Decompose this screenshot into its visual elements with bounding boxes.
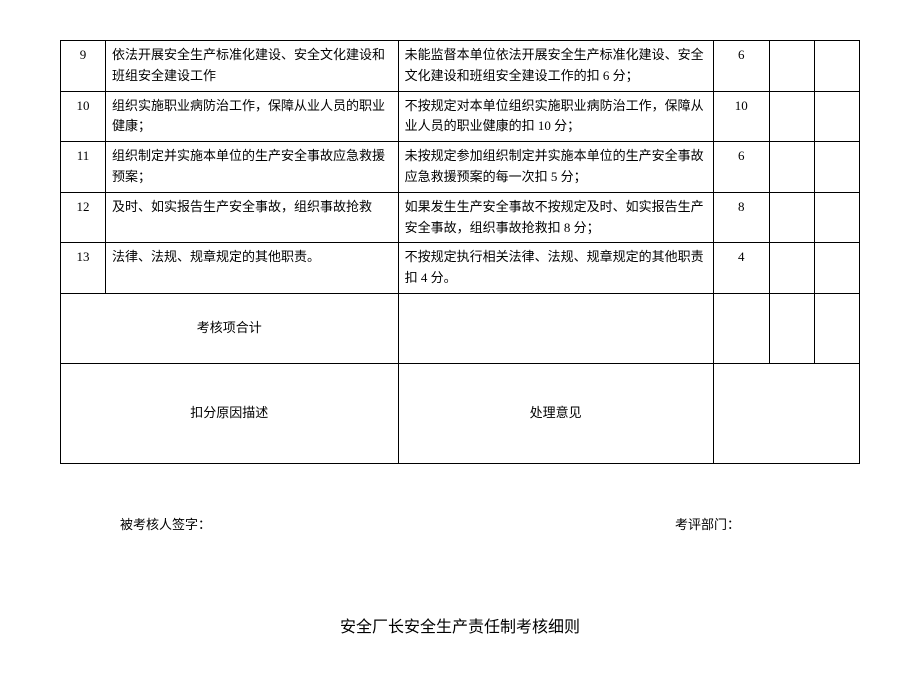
row-index: 9 [61, 41, 106, 92]
total-blank-2 [713, 293, 769, 363]
row-score: 4 [713, 243, 769, 294]
row-desc: 法律、法规、规章规定的其他职责。 [106, 243, 399, 294]
deduction-label: 扣分原因描述 [61, 363, 399, 463]
row-desc: 依法开展安全生产标准化建设、安全文化建设和班组安全建设工作 [106, 41, 399, 92]
row-criteria: 未按规定参加组织制定并实施本单位的生产安全事故应急救援预案的每一次扣 5 分； [398, 142, 713, 193]
row-score: 8 [713, 192, 769, 243]
row-criteria: 不按规定对本单位组织实施职业病防治工作，保障从业人员的职业健康的扣 10 分； [398, 91, 713, 142]
page-title: 安全厂长安全生产责任制考核细则 [60, 613, 860, 637]
row-blank-2 [814, 91, 859, 142]
row-score: 10 [713, 91, 769, 142]
row-blank-1 [769, 243, 814, 294]
signee-label: 被考核人签字： [120, 514, 675, 533]
row-blank-2 [814, 192, 859, 243]
row-criteria: 未能监督本单位依法开展安全生产标准化建设、安全文化建设和班组安全建设工作的扣 6… [398, 41, 713, 92]
table-row: 9依法开展安全生产标准化建设、安全文化建设和班组安全建设工作未能监督本单位依法开… [61, 41, 860, 92]
total-blank-1 [398, 293, 713, 363]
table-row: 13法律、法规、规章规定的其他职责。不按规定执行相关法律、法规、规章规定的其他职… [61, 243, 860, 294]
row-desc: 及时、如实报告生产安全事故，组织事故抢救 [106, 192, 399, 243]
row-desc: 组织实施职业病防治工作，保障从业人员的职业健康； [106, 91, 399, 142]
row-blank-1 [769, 41, 814, 92]
row-desc: 组织制定并实施本单位的生产安全事故应急救援预案； [106, 142, 399, 193]
signature-row: 被考核人签字： 考评部门： [60, 514, 860, 533]
total-blank-4 [814, 293, 859, 363]
table-row: 12及时、如实报告生产安全事故，组织事故抢救如果发生生产安全事故不按规定及时、如… [61, 192, 860, 243]
opinion-blank [713, 363, 859, 463]
table-row: 11组织制定并实施本单位的生产安全事故应急救援预案；未按规定参加组织制定并实施本… [61, 142, 860, 193]
row-blank-2 [814, 41, 859, 92]
row-score: 6 [713, 41, 769, 92]
row-index: 10 [61, 91, 106, 142]
dept-label: 考评部门： [675, 514, 800, 533]
assessment-table: 9依法开展安全生产标准化建设、安全文化建设和班组安全建设工作未能监督本单位依法开… [60, 40, 860, 464]
table-row: 10组织实施职业病防治工作，保障从业人员的职业健康；不按规定对本单位组织实施职业… [61, 91, 860, 142]
row-blank-2 [814, 142, 859, 193]
row-index: 12 [61, 192, 106, 243]
total-blank-3 [769, 293, 814, 363]
row-blank-1 [769, 142, 814, 193]
row-blank-1 [769, 192, 814, 243]
row-blank-2 [814, 243, 859, 294]
total-label: 考核项合计 [61, 293, 399, 363]
row-score: 6 [713, 142, 769, 193]
row-index: 11 [61, 142, 106, 193]
row-index: 13 [61, 243, 106, 294]
row-blank-1 [769, 91, 814, 142]
row-criteria: 如果发生生产安全事故不按规定及时、如实报告生产安全事故，组织事故抢救扣 8 分； [398, 192, 713, 243]
row-criteria: 不按规定执行相关法律、法规、规章规定的其他职责扣 4 分。 [398, 243, 713, 294]
deduction-row: 扣分原因描述 处理意见 [61, 363, 860, 463]
total-row: 考核项合计 [61, 293, 860, 363]
opinion-label: 处理意见 [398, 363, 713, 463]
